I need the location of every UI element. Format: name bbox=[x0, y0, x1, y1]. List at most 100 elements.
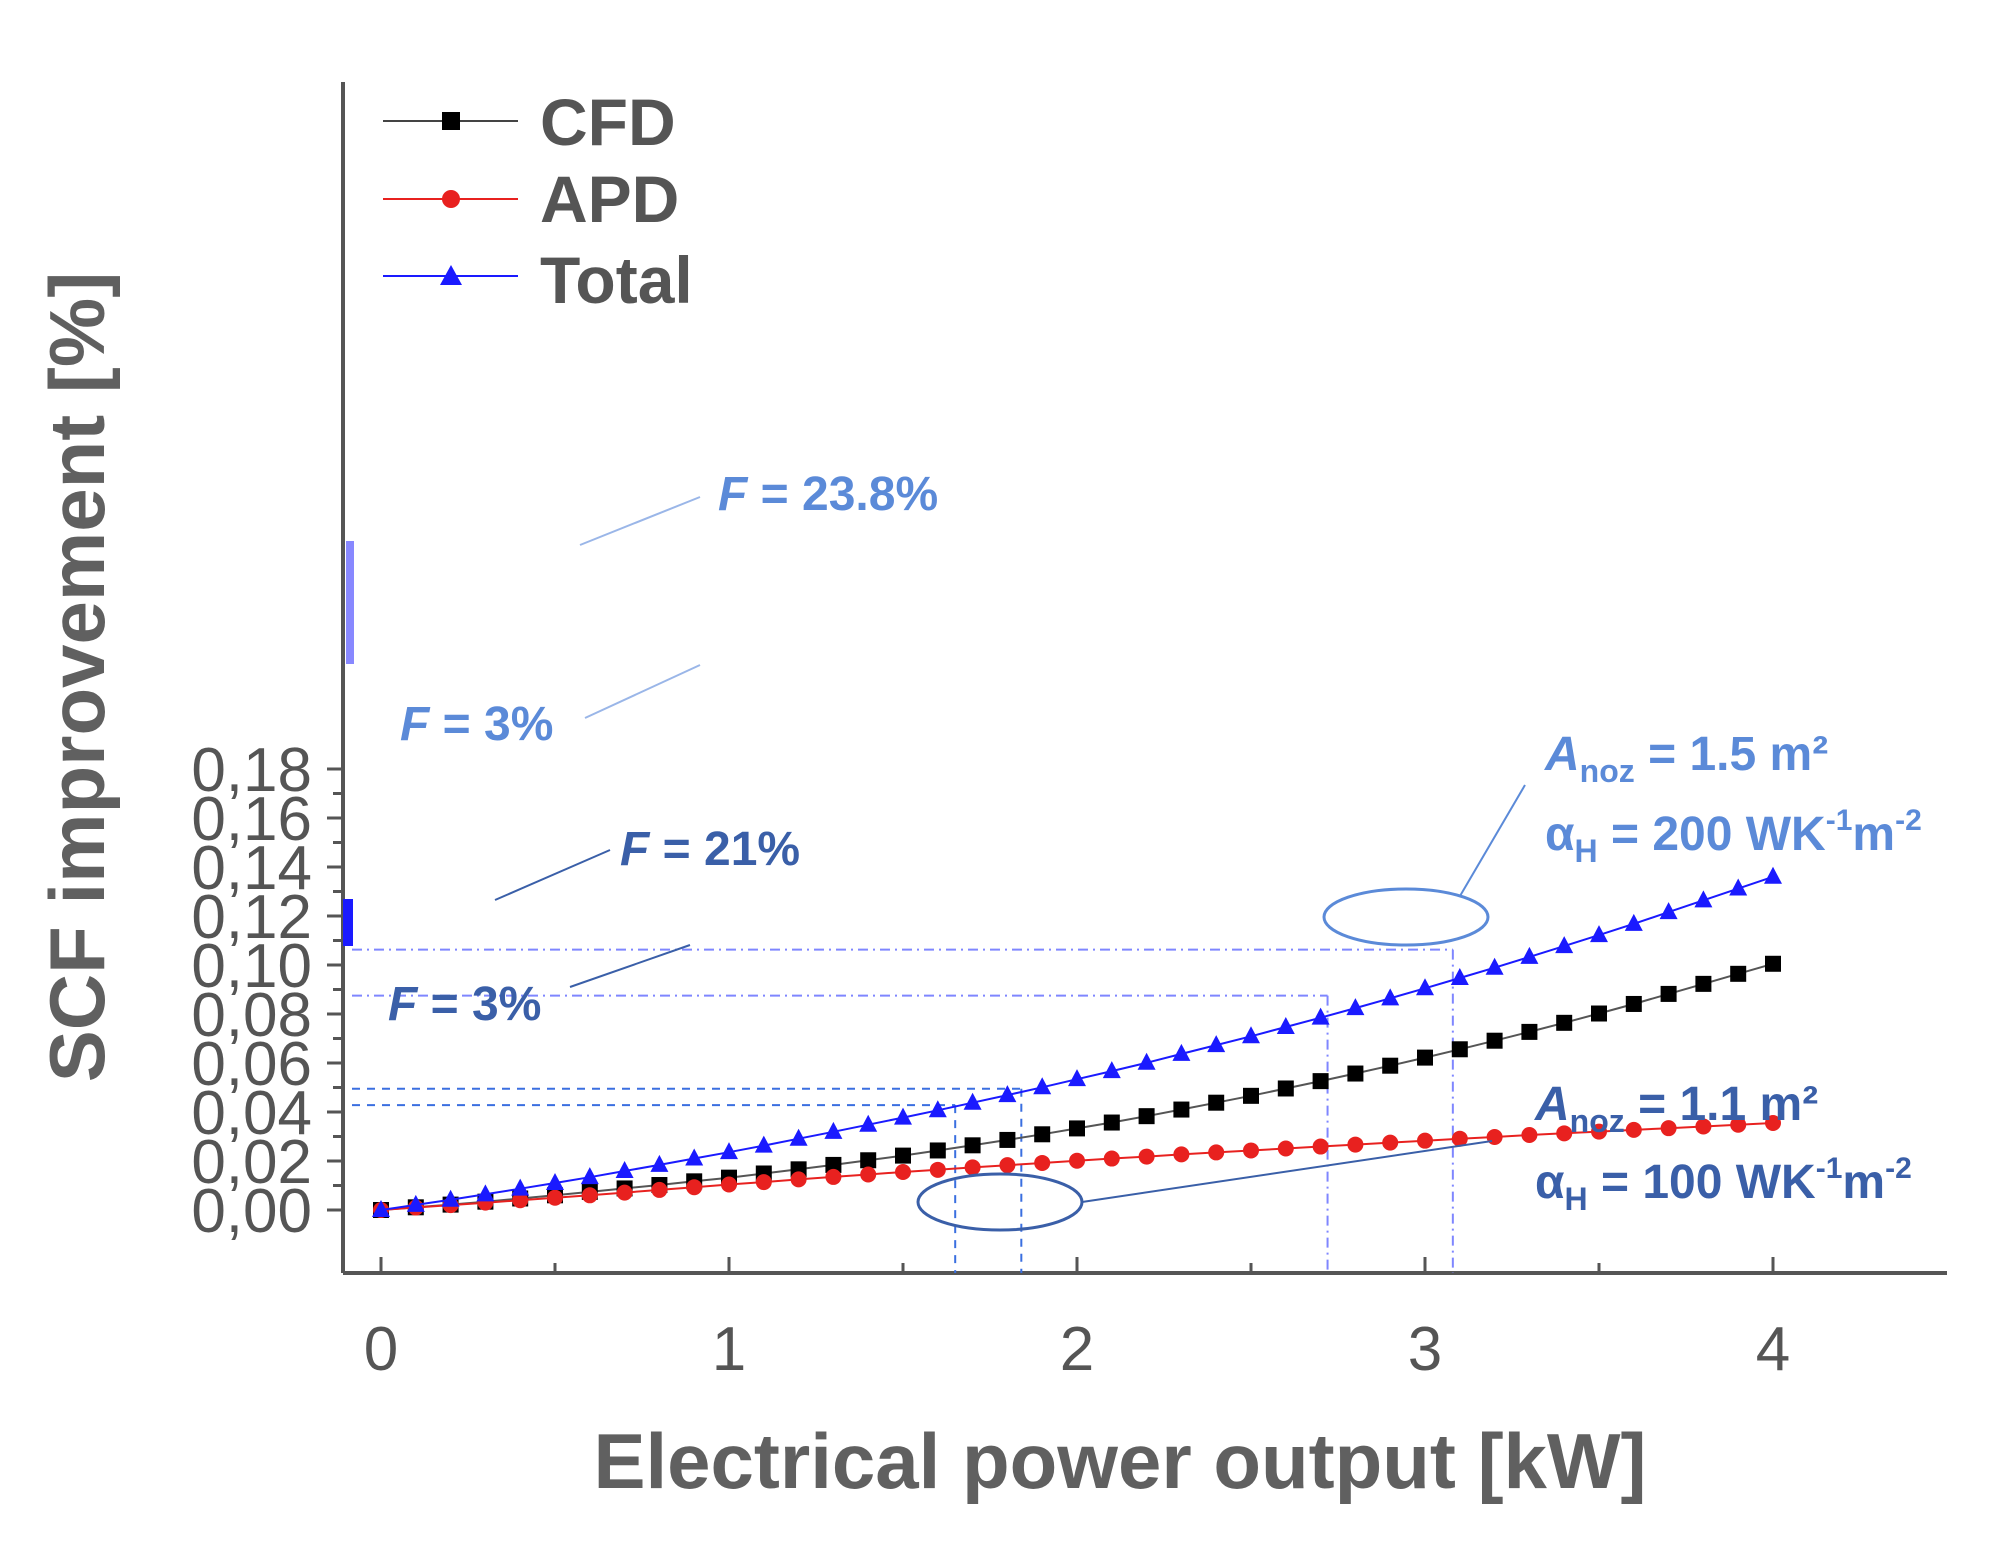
total-point bbox=[372, 1200, 390, 1217]
y-tick-label: 0,02 bbox=[191, 1128, 312, 1197]
y-tick-label: 0,10 bbox=[191, 932, 312, 1001]
apd-point bbox=[1312, 1138, 1329, 1155]
apd-point bbox=[895, 1164, 911, 1181]
apd-point bbox=[1173, 1146, 1190, 1163]
f-21-label: F = 21% bbox=[620, 823, 800, 876]
total-point bbox=[406, 1194, 425, 1212]
cfd-point bbox=[1591, 1005, 1607, 1022]
total-point bbox=[789, 1128, 808, 1146]
apd-point bbox=[1277, 1140, 1294, 1157]
cfd-point bbox=[1173, 1101, 1190, 1118]
total-point bbox=[720, 1142, 738, 1160]
cfd-point bbox=[1521, 1023, 1538, 1040]
alpha-h-2-label: αH = 200 WK-1m-2 bbox=[1545, 804, 1922, 869]
total-point bbox=[1346, 998, 1365, 1016]
apd-point bbox=[1138, 1148, 1155, 1165]
apd-point bbox=[1591, 1123, 1607, 1140]
cfd-point bbox=[929, 1142, 946, 1159]
x-tick-label: 1 bbox=[712, 1315, 746, 1384]
total-point bbox=[859, 1114, 878, 1132]
apd-point bbox=[1730, 1116, 1747, 1133]
apd-point bbox=[1765, 1115, 1781, 1132]
total-point bbox=[1764, 866, 1782, 884]
group-1-leader bbox=[1081, 1140, 1493, 1203]
apd-point bbox=[964, 1159, 981, 1176]
total-point bbox=[1659, 902, 1678, 920]
a-noz-2-label: Anoz = 1.5 m² bbox=[1544, 728, 1828, 789]
x-tick-label: 3 bbox=[1408, 1315, 1442, 1384]
legend-label-cfd: CFD bbox=[540, 85, 676, 159]
y-tick-label: 0,12 bbox=[191, 883, 312, 952]
group-2-ellipse bbox=[1322, 887, 1490, 947]
reference-lines bbox=[352, 948, 1454, 1273]
cfd-point bbox=[895, 1147, 911, 1164]
cfd-point bbox=[1451, 1041, 1468, 1058]
x-tick-label: 2 bbox=[1060, 1315, 1094, 1384]
cfd-point bbox=[1347, 1065, 1364, 1082]
cfd-point bbox=[1312, 1073, 1329, 1090]
legend-marker-apd bbox=[442, 190, 460, 208]
legend: CFD APD Total bbox=[383, 85, 693, 317]
total-point bbox=[1102, 1061, 1121, 1079]
legend-marker-total bbox=[440, 265, 462, 285]
total-point bbox=[1242, 1026, 1260, 1044]
apd-point bbox=[1208, 1144, 1225, 1161]
y-tick-label: 0,08 bbox=[191, 981, 312, 1050]
series-layer bbox=[372, 866, 1782, 1218]
annotation-group-2: F = 23.8% F = 3% Anoz = 1.5 m² αH = 200 … bbox=[346, 468, 1922, 947]
apd-point bbox=[1034, 1154, 1051, 1171]
apd-point bbox=[512, 1192, 529, 1209]
legend-item-total: Total bbox=[383, 243, 693, 317]
apd-point bbox=[860, 1166, 877, 1183]
legend-label-total: Total bbox=[540, 243, 693, 317]
total-point bbox=[1416, 978, 1434, 996]
total-point bbox=[1276, 1016, 1295, 1034]
plot-axes bbox=[341, 82, 1947, 1275]
total-point bbox=[754, 1135, 773, 1153]
y-tick-label: 0,06 bbox=[191, 1030, 312, 1099]
total-point bbox=[963, 1092, 982, 1110]
total-point bbox=[1590, 925, 1608, 943]
apd-point bbox=[825, 1168, 842, 1185]
cfd-point bbox=[1765, 955, 1781, 972]
total-point bbox=[1137, 1052, 1156, 1070]
apd-point bbox=[581, 1187, 598, 1204]
apd-point bbox=[616, 1184, 633, 1201]
apd-point bbox=[1347, 1136, 1364, 1153]
apd-point bbox=[686, 1179, 703, 1196]
apd-point bbox=[1625, 1121, 1642, 1138]
cfd-point bbox=[1277, 1080, 1294, 1097]
axis-ticks bbox=[327, 767, 1775, 1273]
f-21-leader bbox=[494, 849, 611, 901]
cfd-point bbox=[1417, 1049, 1433, 1066]
legend-item-apd: APD bbox=[383, 162, 679, 236]
cfd-point bbox=[1208, 1094, 1225, 1111]
total-point bbox=[650, 1154, 669, 1172]
cfd-point bbox=[1034, 1126, 1051, 1143]
group-2-leader bbox=[1459, 784, 1526, 897]
y-tick-label: 0,18 bbox=[191, 736, 312, 805]
cfd-point bbox=[1660, 985, 1677, 1002]
cfd-point bbox=[1103, 1114, 1120, 1131]
total-point bbox=[511, 1178, 530, 1196]
apd-point bbox=[1695, 1118, 1712, 1135]
total-point bbox=[476, 1184, 495, 1202]
x-tick-label: 0 bbox=[364, 1315, 398, 1384]
total-point bbox=[1555, 936, 1574, 954]
total-point bbox=[928, 1100, 947, 1118]
apd-point bbox=[1417, 1132, 1433, 1149]
f-3-label-2: F = 3% bbox=[400, 698, 553, 751]
y-tick-label: 0,00 bbox=[191, 1177, 312, 1246]
annotation-group-1: F = 21% F = 3% Anoz = 1.1 m² αH = 100 WK… bbox=[343, 823, 1912, 1232]
cfd-point bbox=[1730, 965, 1747, 982]
apd-point bbox=[651, 1181, 668, 1198]
apd-point bbox=[1451, 1130, 1468, 1147]
total-point bbox=[580, 1167, 599, 1185]
total-point bbox=[824, 1121, 843, 1139]
total-point bbox=[685, 1148, 704, 1166]
total-point bbox=[1450, 967, 1469, 985]
a-noz-1-label: Anoz = 1.1 m² bbox=[1534, 1078, 1818, 1139]
apd-point bbox=[1486, 1128, 1503, 1145]
